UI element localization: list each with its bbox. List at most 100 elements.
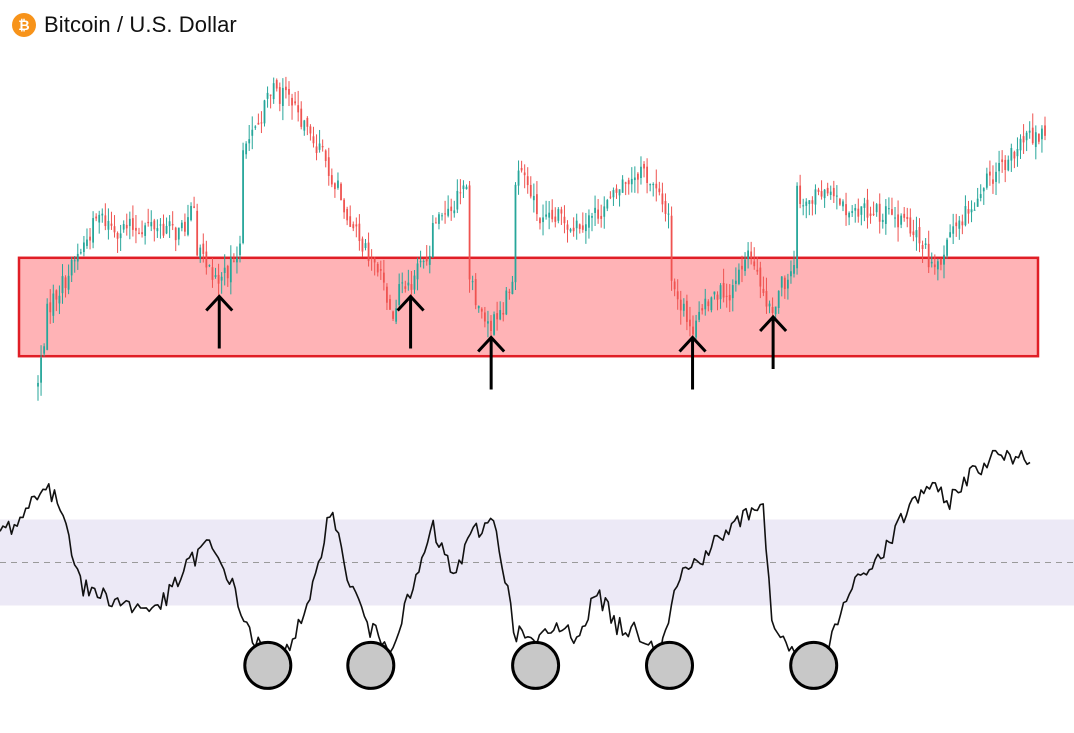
candle	[205, 240, 208, 275]
candle	[897, 200, 899, 242]
candle-body	[324, 150, 327, 161]
candle	[894, 206, 896, 228]
candle-body	[741, 265, 743, 270]
candle-body	[979, 194, 982, 199]
candle-body	[747, 250, 750, 260]
candle	[624, 181, 627, 196]
candle-body	[266, 92, 269, 99]
candle-body	[199, 247, 202, 259]
oversold-marker	[645, 640, 694, 690]
candle	[318, 129, 321, 153]
candle	[1041, 125, 1043, 153]
candle-body	[101, 213, 104, 216]
candle-body	[294, 101, 297, 104]
candle	[514, 182, 517, 291]
candle-body	[857, 208, 860, 217]
candle	[536, 181, 538, 221]
candle	[496, 301, 499, 331]
chart-header: ₿ Bitcoin / U.S. Dollar	[12, 12, 237, 38]
candle-body	[640, 166, 642, 179]
candle	[529, 176, 532, 199]
candle	[398, 273, 401, 311]
arrow-head	[678, 335, 707, 353]
candle-body	[177, 227, 180, 240]
candle-body	[382, 272, 385, 283]
candle-body	[196, 210, 199, 256]
candle	[927, 230, 930, 274]
candle-body	[738, 269, 740, 284]
candle	[799, 174, 802, 209]
candle-body	[226, 266, 229, 279]
candle-body	[352, 224, 355, 229]
candle	[165, 217, 168, 235]
candle-body	[1016, 149, 1019, 157]
candle	[881, 213, 884, 229]
candle	[845, 192, 847, 226]
candle	[633, 166, 636, 193]
candle	[989, 160, 991, 186]
candle-body	[542, 217, 544, 223]
candle-body	[536, 194, 538, 215]
candle	[1013, 150, 1016, 169]
candle	[202, 233, 205, 263]
candle	[627, 177, 630, 195]
candle-body	[887, 208, 890, 210]
candle	[710, 296, 713, 313]
candle-body	[637, 173, 639, 180]
candle-body	[156, 228, 159, 232]
candle-body	[165, 225, 168, 234]
candle	[707, 299, 710, 312]
candle	[477, 305, 480, 313]
candle-body	[875, 204, 878, 213]
candle-body	[55, 290, 58, 300]
candle	[404, 280, 407, 293]
candle	[119, 224, 122, 252]
candle-body	[630, 178, 633, 185]
candle-body	[734, 280, 737, 284]
chart-title: Bitcoin / U.S. Dollar	[44, 12, 237, 37]
candle	[190, 202, 192, 222]
candle	[995, 162, 997, 196]
candle-body	[217, 274, 220, 284]
candle-body	[713, 291, 716, 295]
candle-body	[517, 170, 520, 186]
support-arrow	[759, 314, 788, 369]
candle	[946, 237, 948, 259]
candle-body	[646, 166, 648, 183]
candle-body	[866, 199, 869, 218]
candle	[906, 207, 909, 228]
candle	[428, 245, 431, 274]
candle-body	[532, 195, 535, 201]
candle	[640, 156, 642, 185]
candle	[333, 182, 336, 198]
candle-body	[272, 83, 275, 100]
candle	[83, 235, 85, 257]
candle-body	[881, 219, 884, 222]
candle-body	[407, 282, 410, 286]
candle-body	[358, 223, 361, 242]
candle	[177, 227, 180, 246]
candle-body	[150, 222, 153, 227]
candle	[220, 272, 223, 294]
candle	[493, 311, 495, 336]
candle	[40, 345, 42, 396]
candle-body	[704, 298, 707, 310]
candle	[257, 113, 260, 125]
candle	[728, 284, 731, 313]
candle	[725, 283, 728, 308]
candle	[61, 264, 64, 304]
candle	[330, 168, 333, 188]
candle	[361, 236, 364, 257]
candle-body	[49, 302, 52, 313]
candle-body	[765, 290, 768, 307]
candle-body	[995, 171, 997, 182]
candle	[321, 139, 324, 152]
candle-body	[104, 215, 107, 227]
candle	[309, 124, 312, 141]
candle-body	[753, 261, 756, 267]
candle-body	[297, 105, 300, 113]
candle	[147, 208, 150, 227]
candle	[958, 216, 961, 240]
candle-body	[539, 218, 541, 224]
